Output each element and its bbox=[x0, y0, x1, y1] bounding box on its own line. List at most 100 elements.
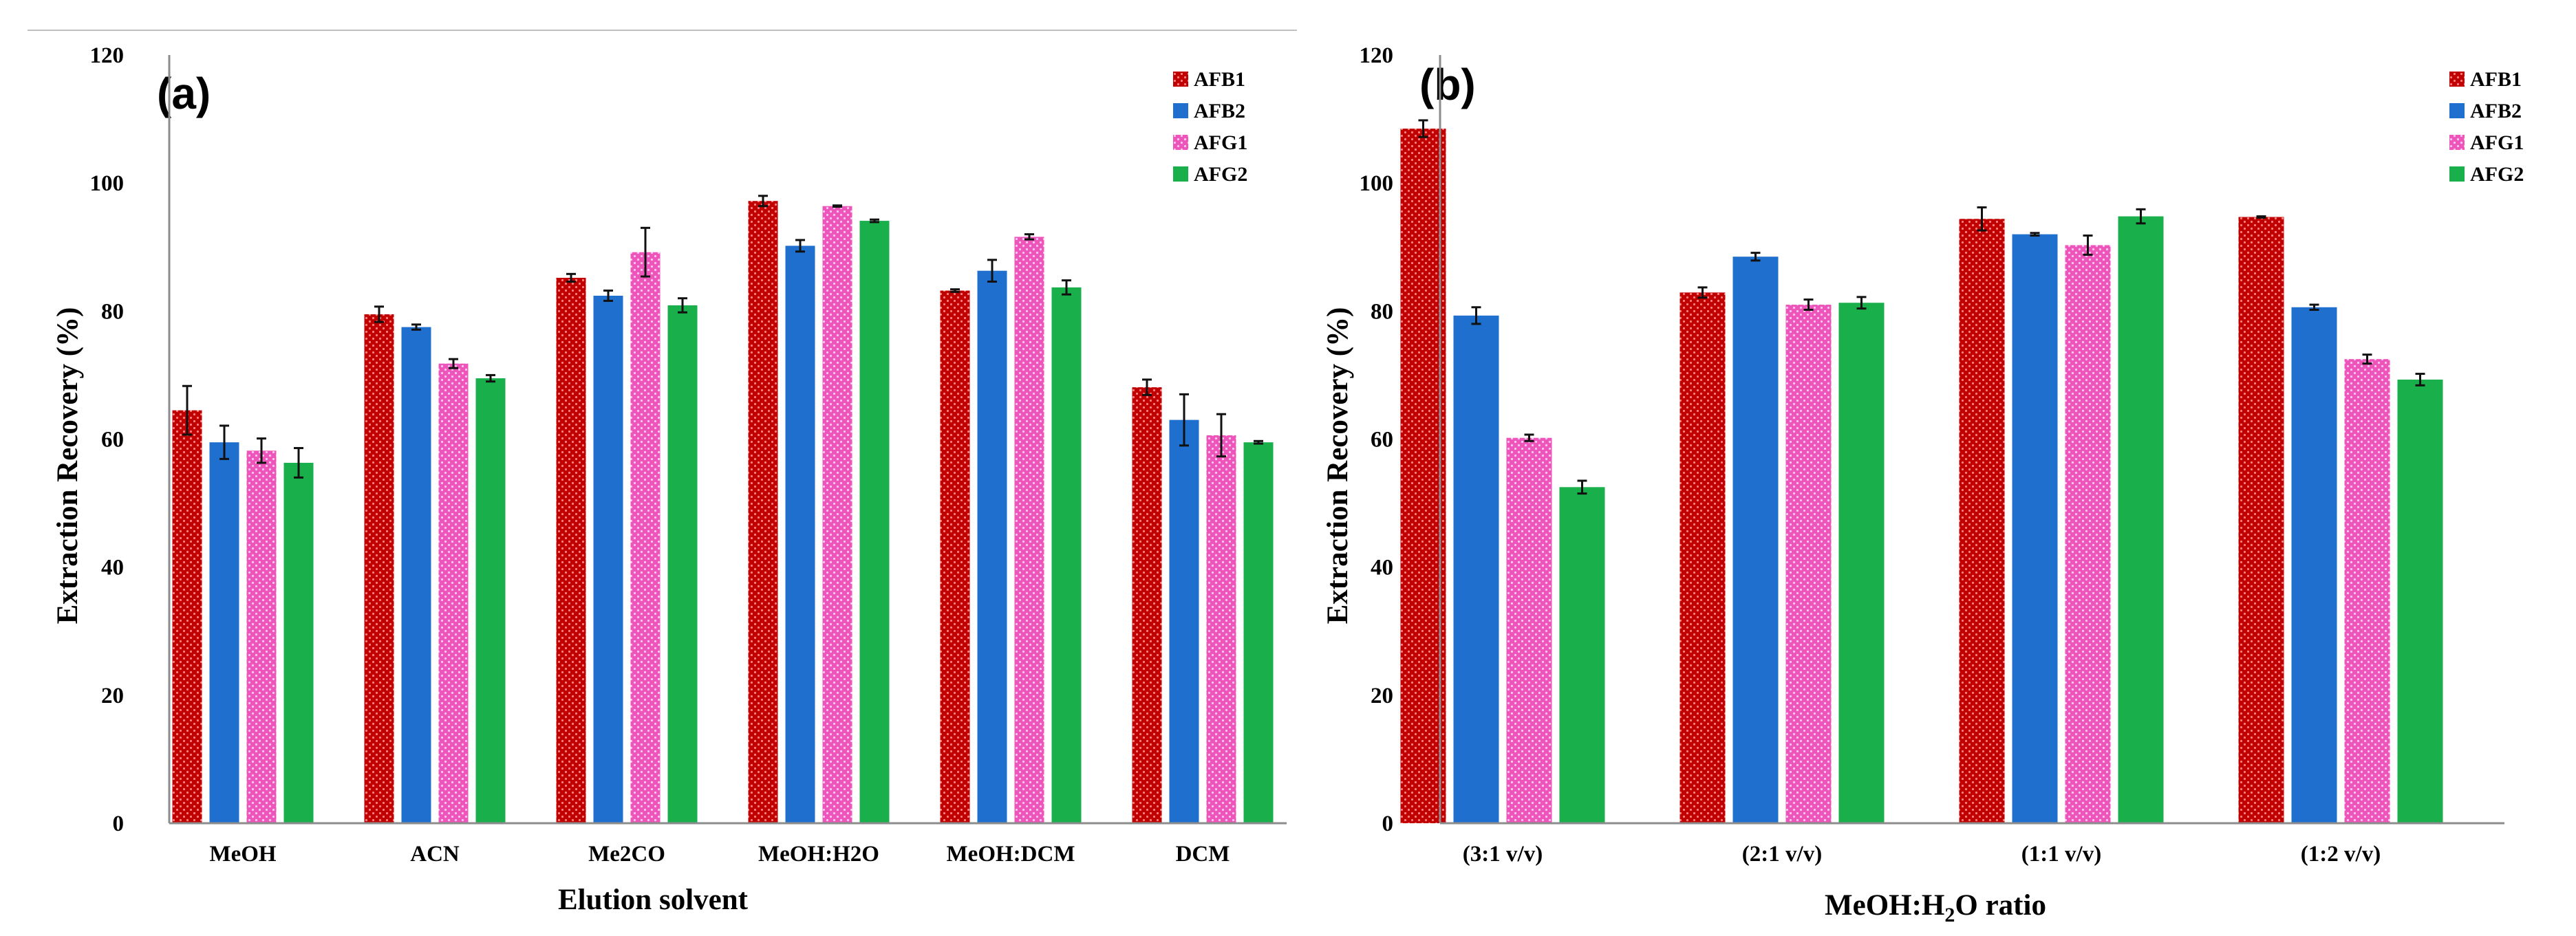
error-bar bbox=[758, 195, 768, 208]
error-bar bbox=[833, 204, 842, 208]
x-tick-label: (2:1 v/v) bbox=[1742, 842, 1822, 867]
x-tick-label: MeOH bbox=[209, 842, 276, 867]
panel-a: (a) Extraction Recovery (%) Elution solv… bbox=[52, 43, 1287, 916]
bars bbox=[172, 201, 1274, 824]
y-tick-label: 60 bbox=[1371, 428, 1393, 453]
error-bar bbox=[257, 437, 266, 464]
x-tick-label: (1:1 v/v) bbox=[2021, 842, 2101, 867]
legend-label: AFG2 bbox=[2470, 163, 2524, 186]
x-tick-label: Me2CO bbox=[588, 842, 665, 867]
error-bar bbox=[294, 447, 303, 479]
error-bar bbox=[182, 384, 192, 436]
bar-afb1 bbox=[1400, 129, 1446, 823]
y-tick-label: 120 bbox=[1360, 43, 1394, 68]
bar-afg1 bbox=[2344, 359, 2390, 823]
error-bar bbox=[1697, 286, 1708, 299]
y-tick-label: 60 bbox=[101, 428, 124, 453]
bar-afb2 bbox=[785, 246, 815, 824]
category-labels: MeOH ACN Me2CO MeOH:H2O MeOH:DCM DCM bbox=[209, 842, 1230, 867]
error-bar bbox=[449, 358, 458, 369]
error-bar bbox=[1803, 298, 1814, 311]
bar-afg2 bbox=[2118, 216, 2164, 823]
error-bar bbox=[2415, 373, 2425, 387]
legend-label: AFG2 bbox=[1194, 163, 1247, 186]
error-bar bbox=[1471, 306, 1481, 325]
panel-label: (a) bbox=[157, 69, 211, 118]
error-bar bbox=[2362, 353, 2372, 365]
bar-afb2 bbox=[1732, 257, 1779, 823]
error-bar bbox=[1750, 252, 1761, 262]
legend-label: AFB2 bbox=[2470, 100, 2522, 122]
legend: AFB1 AFB2 AFG1 AFG2 bbox=[2449, 68, 2524, 186]
panel-b: (b) Extraction Recovery (%) MeOH:H2O rat… bbox=[1322, 43, 2524, 926]
y-tick-label: 80 bbox=[101, 299, 124, 324]
legend-swatch-afb1 bbox=[2449, 72, 2465, 87]
error-bar bbox=[374, 305, 384, 323]
category-labels: (3:1 v/v) (2:1 v/v) (1:1 v/v) (1:2 v/v) bbox=[1463, 842, 2381, 867]
bar-afb1 bbox=[748, 201, 778, 824]
y-tick-label: 100 bbox=[1360, 171, 1394, 196]
error-bar bbox=[219, 424, 229, 460]
x-tick-label: MeOH:H2O bbox=[758, 842, 879, 867]
error-bar bbox=[870, 218, 879, 224]
error-bar bbox=[1062, 279, 1071, 296]
error-bar bbox=[678, 297, 687, 314]
error-bar bbox=[950, 288, 960, 293]
y-tick-label: 40 bbox=[1371, 556, 1393, 580]
legend: AFB1 AFB2 AFG1 AFG2 bbox=[1173, 68, 1247, 186]
y-axis-title: Extraction Recovery (%) bbox=[52, 307, 84, 624]
bar-afb2 bbox=[401, 327, 431, 824]
legend-label: AFB1 bbox=[2470, 68, 2522, 91]
x-axis-title: MeOH:H2O ratio bbox=[1825, 889, 2046, 926]
bar-afb1 bbox=[940, 290, 970, 824]
bar-afg1 bbox=[822, 206, 852, 824]
error-bar bbox=[1142, 378, 1152, 396]
x-tick-label: (1:2 v/v) bbox=[2301, 842, 2381, 867]
y-tick-label: 0 bbox=[1382, 812, 1394, 836]
bar-afb2 bbox=[977, 270, 1007, 824]
bar-afg1 bbox=[1785, 305, 1832, 823]
x-tick-label: MeOH:DCM bbox=[947, 842, 1075, 867]
legend-swatch-afg2 bbox=[1173, 166, 1188, 182]
bar-afb2 bbox=[209, 442, 239, 823]
y-tick-label: 20 bbox=[1371, 684, 1393, 708]
bar-afb1 bbox=[1679, 292, 1726, 823]
bar-afb1 bbox=[2238, 217, 2284, 823]
error-bar bbox=[987, 259, 997, 283]
legend-swatch-afg2 bbox=[2449, 166, 2465, 182]
x-axis-title: Elution solvent bbox=[558, 884, 749, 916]
bar-afb2 bbox=[2291, 307, 2337, 824]
error-bar bbox=[2256, 215, 2266, 219]
legend-swatch-afb2 bbox=[1173, 103, 1188, 118]
bar-afg1 bbox=[1014, 237, 1044, 823]
bars bbox=[1400, 129, 2443, 824]
y-tick-label: 100 bbox=[90, 171, 125, 196]
bar-afg1 bbox=[246, 450, 277, 823]
error-bar bbox=[1024, 233, 1034, 241]
bar-afg2 bbox=[283, 462, 314, 823]
bar-afg2 bbox=[475, 378, 506, 823]
error-bar bbox=[2030, 232, 2040, 237]
bar-afb2 bbox=[593, 295, 623, 823]
y-tick-label: 20 bbox=[101, 684, 124, 708]
bar-afg2 bbox=[2397, 379, 2443, 823]
legend-swatch-afg1 bbox=[2449, 135, 2465, 150]
bar-afg1 bbox=[630, 252, 661, 823]
x-axis-title-subscript: 2 bbox=[1944, 904, 1955, 926]
error-bar bbox=[2136, 208, 2146, 225]
bar-afg1 bbox=[1506, 437, 1552, 823]
bar-afg2 bbox=[1838, 303, 1885, 823]
error-bar bbox=[411, 323, 421, 331]
legend-label: AFG1 bbox=[2470, 131, 2524, 154]
bar-afg1 bbox=[1206, 435, 1236, 823]
error-bar bbox=[566, 272, 576, 283]
error-bar bbox=[795, 239, 805, 253]
error-bars bbox=[182, 195, 1263, 479]
error-bar bbox=[1216, 413, 1226, 458]
bar-afg1 bbox=[2065, 245, 2111, 823]
error-bar bbox=[1418, 119, 1428, 138]
bar-afg2 bbox=[1243, 442, 1274, 823]
panel-label: (b) bbox=[1419, 60, 1476, 109]
y-tick-label: 80 bbox=[1371, 299, 1393, 324]
